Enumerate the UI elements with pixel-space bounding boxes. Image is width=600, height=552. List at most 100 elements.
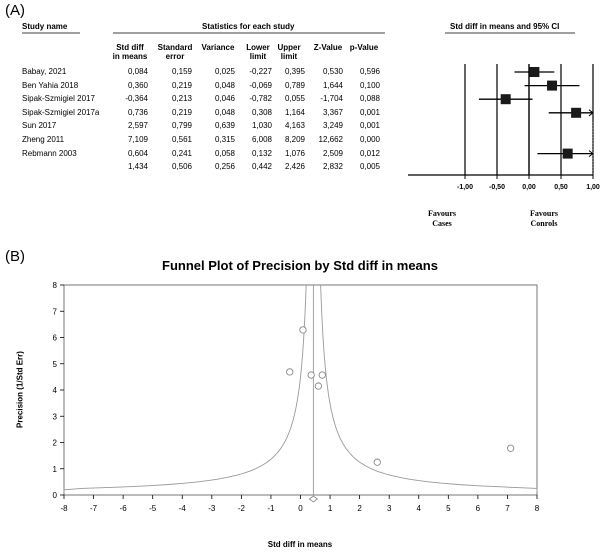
funnel-y-tick-label: 0 bbox=[53, 491, 58, 500]
table-cell: 8,209 bbox=[284, 135, 305, 144]
table-cell: 0,241 bbox=[171, 148, 192, 158]
funnel-x-tick-label: 2 bbox=[357, 504, 362, 513]
column-header: error bbox=[165, 52, 185, 61]
table-cell: 0,561 bbox=[171, 135, 192, 144]
study-name: Sipak-Szmigiel 2017 bbox=[22, 94, 95, 104]
funnel-y-tick-label: 3 bbox=[53, 412, 58, 421]
funnel-left-limit-curve bbox=[63, 285, 307, 493]
table-cell: 2,597 bbox=[127, 121, 148, 131]
table-cell: 2,832 bbox=[322, 162, 343, 172]
forest-x-tick-label: 0,00 bbox=[522, 184, 536, 191]
table-cell: 3,367 bbox=[322, 107, 343, 117]
forest-estimate-marker bbox=[562, 148, 573, 159]
forest-x-tick-label: -1,00 bbox=[457, 184, 473, 191]
table-cell: 0,025 bbox=[214, 67, 235, 76]
table-cell: 0,799 bbox=[171, 121, 192, 131]
favours-cases-line1: Favours bbox=[428, 209, 456, 218]
forest-estimate-marker bbox=[529, 67, 540, 77]
table-cell: 0,088 bbox=[359, 94, 380, 104]
funnel-x-tick-label: -8 bbox=[60, 504, 68, 513]
table-cell: 0,213 bbox=[171, 94, 192, 104]
table-cell: 0,046 bbox=[214, 94, 235, 104]
forest-estimate-marker bbox=[571, 107, 582, 118]
funnel-x-tick-label: 6 bbox=[476, 504, 481, 513]
table-cell: -1,704 bbox=[320, 94, 343, 104]
funnel-x-tick-label: -5 bbox=[149, 504, 157, 513]
table-cell: 0,001 bbox=[359, 121, 380, 131]
study-name: Sun 2017 bbox=[22, 121, 57, 131]
table-cell: 0,789 bbox=[284, 80, 305, 90]
table-cell: -0,364 bbox=[125, 94, 148, 104]
funnel-x-tick-label: -1 bbox=[267, 504, 275, 513]
funnel-y-tick-label: 5 bbox=[53, 360, 58, 369]
funnel-x-tick-label: 0 bbox=[298, 504, 303, 513]
funnel-x-tick-label: 3 bbox=[387, 504, 392, 513]
forest-x-tick-label: -0,50 bbox=[489, 184, 505, 191]
table-cell: 0,100 bbox=[359, 80, 380, 90]
statistics-header: Statistics for each study bbox=[202, 22, 295, 31]
forest-estimate-marker bbox=[547, 80, 558, 91]
study-name: Zheng 2011 bbox=[22, 135, 65, 144]
favours-cases-label: Favours Cases bbox=[412, 209, 472, 229]
funnel-study-point bbox=[299, 326, 307, 334]
column-header: Upper bbox=[277, 43, 301, 52]
table-cell: 0,219 bbox=[171, 80, 192, 90]
table-cell: 0,012 bbox=[359, 148, 380, 158]
funnel-x-axis-label: Std diff in means bbox=[267, 540, 333, 549]
table-cell: -0,069 bbox=[249, 80, 272, 90]
forest-plot: -1,00 -0,50 0,00 0,50 1,00 bbox=[22, 32, 600, 191]
funnel-y-tick-label: 2 bbox=[53, 439, 58, 448]
funnel-study-point bbox=[318, 371, 326, 379]
table-cell: 3,249 bbox=[322, 121, 343, 131]
funnel-y-tick-label: 7 bbox=[53, 307, 58, 316]
forest-x-tick-label: 0,50 bbox=[554, 184, 568, 191]
column-header: Std diff bbox=[116, 43, 144, 52]
table-cell: 6,008 bbox=[251, 135, 272, 144]
funnel-plot-frame bbox=[63, 284, 538, 496]
table-cell: 0,048 bbox=[214, 80, 235, 90]
table-cell: 0,159 bbox=[171, 67, 192, 76]
funnel-title: Funnel Plot of Precision by Std diff in … bbox=[162, 258, 438, 273]
funnel-x-tick-label: -3 bbox=[208, 504, 216, 513]
table-cell: 12,662 bbox=[318, 135, 343, 144]
table-cell: 0,736 bbox=[127, 107, 148, 117]
funnel-study-point bbox=[507, 444, 515, 452]
study-name: Sipak-Szmigiel 2017a bbox=[22, 107, 100, 117]
column-header: Z-Value bbox=[313, 43, 343, 52]
table-cell: 0,219 bbox=[171, 107, 192, 117]
table-cell: 0,596 bbox=[359, 67, 380, 76]
funnel-x-tick-label: -7 bbox=[90, 504, 98, 513]
funnel-x-tick-label: 4 bbox=[417, 504, 422, 513]
column-header: Variance bbox=[201, 43, 235, 52]
forest-estimate-marker bbox=[500, 94, 511, 105]
funnel-y-tick-label: 4 bbox=[53, 386, 58, 395]
table-cell: 0,132 bbox=[251, 148, 272, 158]
funnel-x-tick-label: 8 bbox=[535, 504, 540, 513]
favours-controls-line2: Conrols bbox=[530, 219, 558, 228]
funnel-x-tick-label: -4 bbox=[179, 504, 187, 513]
favours-controls-line1: Favours bbox=[530, 209, 558, 218]
column-header: Lower bbox=[246, 43, 270, 52]
funnel-y-tick-label: 8 bbox=[53, 281, 58, 290]
funnel-right-limit-curve bbox=[320, 284, 538, 493]
table-cell: 0,360 bbox=[127, 80, 148, 90]
funnel-study-point bbox=[314, 382, 323, 390]
funnel-x-tick-label: -6 bbox=[120, 504, 128, 513]
column-header: in means bbox=[112, 52, 148, 61]
table-cell: -0,782 bbox=[249, 94, 272, 104]
table-cell: 2,426 bbox=[284, 162, 305, 172]
funnel-y-tick-label: 1 bbox=[53, 465, 58, 474]
table-cell: 0,315 bbox=[214, 135, 235, 144]
panel-a-label: (A) bbox=[5, 2, 25, 19]
funnel-study-point bbox=[373, 458, 381, 466]
study-name-header: Study name bbox=[22, 22, 68, 31]
table-cell: 0,058 bbox=[214, 148, 235, 158]
table-cell: 0,084 bbox=[127, 67, 148, 76]
table-cell: 0,442 bbox=[251, 162, 272, 172]
table-cell: 4,163 bbox=[284, 121, 305, 131]
column-header: limit bbox=[280, 52, 298, 61]
table-cell: 0,001 bbox=[359, 107, 380, 117]
funnel-x-tick-label: 7 bbox=[505, 504, 510, 513]
table-cell: 1,030 bbox=[251, 121, 272, 131]
column-header: p-Value bbox=[349, 43, 379, 52]
